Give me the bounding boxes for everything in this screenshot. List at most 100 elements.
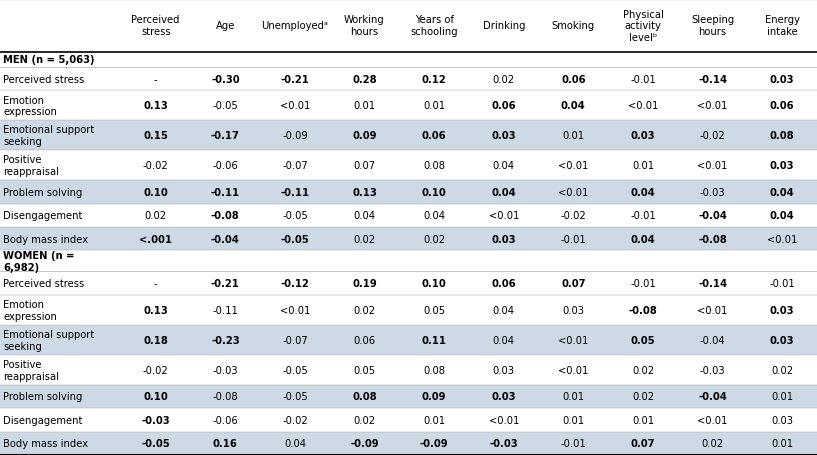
Text: Disengagement: Disengagement — [3, 211, 83, 221]
Text: -0.07: -0.07 — [282, 335, 308, 345]
Text: 0.08: 0.08 — [770, 131, 794, 141]
Text: 0.05: 0.05 — [354, 365, 376, 375]
Text: <0.01: <0.01 — [558, 365, 588, 375]
Text: 0.03: 0.03 — [770, 305, 794, 315]
Text: Emotion
expression: Emotion expression — [3, 299, 57, 321]
Text: <0.01: <0.01 — [558, 187, 588, 197]
Text: -0.08: -0.08 — [212, 391, 238, 401]
Text: 0.06: 0.06 — [422, 131, 446, 141]
Bar — [0, 295, 817, 325]
Text: 0.06: 0.06 — [354, 335, 376, 345]
Text: 0.01: 0.01 — [771, 391, 793, 401]
Text: Positive
reappraisal: Positive reappraisal — [3, 155, 60, 177]
Text: 0.04: 0.04 — [493, 161, 515, 171]
Text: 0.28: 0.28 — [352, 75, 377, 85]
Text: Working
hours: Working hours — [344, 15, 385, 37]
Text: Problem solving: Problem solving — [3, 391, 83, 401]
Text: Unemployedᵃ: Unemployedᵃ — [261, 21, 328, 31]
Text: 0.02: 0.02 — [423, 234, 445, 244]
Text: 0.10: 0.10 — [143, 391, 168, 401]
Text: -0.21: -0.21 — [211, 278, 239, 288]
Text: -0.30: -0.30 — [211, 75, 239, 85]
Text: Years of
schooling: Years of schooling — [410, 15, 458, 37]
Text: 0.01: 0.01 — [562, 415, 584, 425]
Text: Perceived
stress: Perceived stress — [132, 15, 180, 37]
Text: 0.04: 0.04 — [491, 187, 516, 197]
Text: 0.06: 0.06 — [492, 101, 516, 111]
Text: 0.06: 0.06 — [492, 278, 516, 288]
Text: 0.03: 0.03 — [492, 234, 516, 244]
Text: <0.01: <0.01 — [558, 161, 588, 171]
Text: -0.04: -0.04 — [699, 211, 727, 221]
Text: Smoking: Smoking — [551, 21, 595, 31]
Text: 0.03: 0.03 — [631, 131, 655, 141]
Text: -0.05: -0.05 — [282, 391, 308, 401]
Text: 0.07: 0.07 — [631, 438, 655, 448]
Text: -0.03: -0.03 — [141, 415, 170, 425]
Bar — [0, 0, 817, 52]
Text: MEN (n = 5,063): MEN (n = 5,063) — [3, 55, 95, 65]
Text: 0.04: 0.04 — [493, 305, 515, 315]
Text: -: - — [154, 75, 158, 85]
Text: -0.05: -0.05 — [282, 365, 308, 375]
Text: <0.01: <0.01 — [279, 305, 310, 315]
Text: -0.05: -0.05 — [212, 101, 239, 111]
Text: 0.02: 0.02 — [632, 365, 654, 375]
Text: 0.02: 0.02 — [632, 391, 654, 401]
Text: Disengagement: Disengagement — [3, 415, 83, 425]
Text: -0.01: -0.01 — [560, 234, 587, 244]
Text: -0.11: -0.11 — [211, 187, 240, 197]
Text: 0.06: 0.06 — [561, 75, 586, 85]
Text: <0.01: <0.01 — [489, 211, 519, 221]
Bar — [0, 355, 817, 385]
Text: 0.02: 0.02 — [771, 365, 793, 375]
Text: Drinking: Drinking — [483, 21, 525, 31]
Text: 0.13: 0.13 — [143, 305, 168, 315]
Text: 0.02: 0.02 — [354, 305, 376, 315]
Text: -0.14: -0.14 — [698, 75, 727, 85]
Text: 0.08: 0.08 — [423, 365, 445, 375]
Text: Perceived stress: Perceived stress — [3, 75, 84, 85]
Text: 0.04: 0.04 — [631, 234, 655, 244]
Text: 0.02: 0.02 — [702, 438, 724, 448]
Text: Problem solving: Problem solving — [3, 187, 83, 197]
Bar — [0, 272, 817, 295]
Text: -0.04: -0.04 — [700, 335, 725, 345]
Text: 0.04: 0.04 — [284, 438, 306, 448]
Text: -0.05: -0.05 — [141, 438, 170, 448]
Text: -0.03: -0.03 — [212, 365, 238, 375]
Text: 0.13: 0.13 — [352, 187, 377, 197]
Bar — [0, 408, 817, 432]
Text: -0.23: -0.23 — [211, 335, 239, 345]
Text: Physical
activity
levelᵇ: Physical activity levelᵇ — [623, 10, 663, 43]
Text: -0.01: -0.01 — [630, 278, 656, 288]
Text: 0.03: 0.03 — [771, 415, 793, 425]
Text: -0.01: -0.01 — [630, 75, 656, 85]
Text: Body mass index: Body mass index — [3, 234, 88, 244]
Bar — [0, 432, 817, 455]
Text: 0.08: 0.08 — [352, 391, 377, 401]
Text: 0.01: 0.01 — [632, 415, 654, 425]
Bar — [0, 52, 817, 68]
Text: -0.14: -0.14 — [698, 278, 727, 288]
Text: -0.09: -0.09 — [350, 438, 379, 448]
Text: 0.18: 0.18 — [143, 335, 168, 345]
Bar — [0, 181, 817, 204]
Text: -0.02: -0.02 — [699, 131, 725, 141]
Text: <0.01: <0.01 — [489, 415, 519, 425]
Text: 0.03: 0.03 — [770, 75, 794, 85]
Text: -0.01: -0.01 — [770, 278, 795, 288]
Text: 0.10: 0.10 — [422, 278, 447, 288]
Text: -0.11: -0.11 — [212, 305, 239, 315]
Text: 0.03: 0.03 — [492, 391, 516, 401]
Text: -0.05: -0.05 — [282, 211, 308, 221]
Text: Emotional support
seeking: Emotional support seeking — [3, 125, 95, 147]
Text: 0.10: 0.10 — [422, 187, 447, 197]
Text: -0.02: -0.02 — [143, 161, 168, 171]
Text: 0.02: 0.02 — [493, 75, 515, 85]
Text: -0.03: -0.03 — [700, 365, 725, 375]
Text: 0.01: 0.01 — [771, 438, 793, 448]
Text: 0.13: 0.13 — [143, 101, 168, 111]
Text: 0.01: 0.01 — [632, 161, 654, 171]
Text: -0.02: -0.02 — [282, 415, 308, 425]
